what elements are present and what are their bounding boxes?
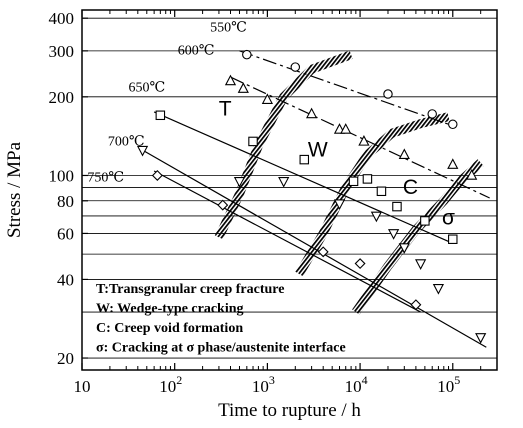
- x-tick-exponent: 3: [269, 373, 275, 387]
- data-point-triangle-down: [475, 333, 487, 344]
- data-point-diamond: [151, 169, 163, 181]
- data-point-triangle: [261, 93, 273, 104]
- data-point-circle: [383, 89, 393, 99]
- y-tick-label: 300: [49, 42, 75, 61]
- boundary-band: [295, 112, 450, 277]
- data-point-circle: [427, 109, 437, 119]
- series-label-layer: 550℃ 600℃ 650℃ 700℃ 750℃: [87, 21, 246, 186]
- data-point-triangle-down: [136, 145, 149, 157]
- data-point-triangle-down: [333, 199, 346, 211]
- legend-entry: σ: Cracking at σ phase/austenite interfa…: [96, 341, 346, 356]
- fit-line: [153, 111, 454, 244]
- data-point-triangle: [340, 123, 352, 134]
- x-tick-label: 102: [159, 373, 182, 396]
- boundary-band: [352, 159, 484, 315]
- data-point-triangle: [447, 158, 459, 169]
- data-point-triangle: [398, 148, 410, 160]
- data-point-square: [248, 136, 258, 147]
- fit-line: [230, 76, 490, 199]
- y-tick-label: 20: [57, 349, 74, 368]
- x-axis-title: Time to rupture / h: [218, 400, 361, 421]
- region-label-layer: T W Cσ: [219, 97, 455, 229]
- boundary-band: [214, 50, 353, 240]
- tick-layer: 10 102 103 104 105 20 40 60 80 100 200 300 400: [49, 9, 498, 396]
- data-point-square: [155, 110, 166, 121]
- data-point-triangle-down: [233, 177, 246, 188]
- data-point-triangle-down: [387, 229, 400, 240]
- x-tick-exponent: 4: [362, 373, 368, 387]
- data-point-triangle: [466, 169, 478, 180]
- y-tick-label: 100: [49, 166, 75, 185]
- data-point-triangle: [237, 82, 249, 93]
- legend-entry: T:Transgranular creep fracture: [96, 282, 284, 297]
- data-point-triangle-down: [398, 243, 410, 254]
- y-tick-label: 80: [57, 192, 74, 211]
- fit-lines-layer: [142, 50, 490, 348]
- data-point-square: [420, 216, 430, 226]
- y-axis-title: Stress / MPa: [4, 141, 25, 238]
- y-tick-label: 200: [49, 88, 75, 107]
- data-point-triangle-down: [278, 177, 290, 188]
- data-point-square: [376, 186, 387, 197]
- fit-line: [239, 50, 453, 127]
- plot-frame: [81, 9, 498, 371]
- legend: T:Transgranular creep fracture W: Wedge-t…: [96, 282, 346, 356]
- region-label: W: [308, 139, 328, 162]
- data-point-square: [392, 201, 402, 212]
- y-tick-label: 60: [57, 224, 74, 243]
- y-tick-label: 40: [57, 270, 74, 289]
- grid-layer: [82, 17, 497, 359]
- legend-entry: C: Creep void formation: [96, 321, 243, 336]
- x-tick-label: 105: [437, 373, 460, 396]
- data-point-diamond: [354, 258, 366, 270]
- data-point-circle: [290, 62, 301, 72]
- x-tick-exponent: 2: [176, 373, 182, 387]
- region-label: T: [219, 97, 232, 120]
- data-point-circle: [242, 49, 252, 60]
- series-label: 750℃: [87, 170, 124, 185]
- data-point-diamond: [317, 246, 329, 258]
- y-tick-label: 400: [49, 9, 75, 28]
- x-tick-label: 104: [345, 373, 368, 396]
- data-point-square: [448, 234, 458, 244]
- data-point-triangle-down: [370, 211, 383, 223]
- boundary-layer: [214, 50, 484, 315]
- data-point-triangle: [358, 135, 370, 146]
- x-tick-label: 10: [74, 377, 91, 396]
- series-label: 650℃: [128, 80, 165, 95]
- region-label: C: [403, 176, 418, 199]
- fit-line: [142, 149, 487, 348]
- data-point-square: [348, 176, 359, 187]
- x-tick-label: 103: [252, 373, 275, 396]
- fit-line: [153, 170, 421, 313]
- data-point-diamond: [217, 199, 229, 211]
- data-point-triangle: [224, 74, 237, 86]
- series-label: 700℃: [108, 135, 145, 150]
- series-label: 550℃: [210, 21, 247, 36]
- data-point-triangle: [306, 107, 318, 119]
- data-points-layer: [136, 49, 487, 344]
- data-point-square: [362, 174, 373, 184]
- x-tick-exponent: 5: [454, 373, 460, 387]
- region-label: σ: [442, 206, 455, 229]
- data-point-triangle-down: [432, 284, 445, 295]
- data-point-circle: [448, 119, 458, 130]
- data-point-triangle-down: [415, 259, 427, 270]
- series-label: 600℃: [178, 44, 215, 59]
- legend-entry: W: Wedge-type cracking: [96, 302, 244, 317]
- data-point-square: [299, 154, 310, 165]
- data-point-diamond: [410, 299, 422, 311]
